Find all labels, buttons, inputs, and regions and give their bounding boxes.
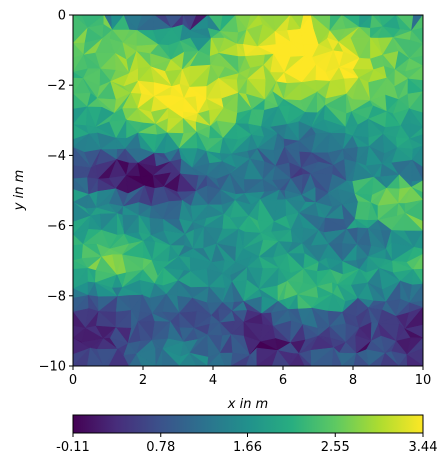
colorbar-ticks: -0.11 0.78 1.66 2.55 3.44 — [56, 433, 437, 455]
mesh-cell — [108, 348, 130, 366]
mesh-cell — [298, 353, 312, 366]
mesh-cell — [219, 353, 232, 366]
plot-frame — [72, 14, 424, 367]
x-tick-label: 4 — [209, 373, 217, 388]
mesh-cell — [406, 354, 423, 366]
mesh-cell — [380, 352, 400, 366]
x-tick-label: 8 — [349, 373, 357, 388]
mesh-cell — [353, 352, 370, 366]
mesh-cell — [189, 352, 209, 366]
x-axis-ticks: 0 2 4 6 8 10 — [69, 366, 431, 388]
x-tick-label: 0 — [69, 373, 77, 388]
colorbar-tick-label: 3.44 — [409, 440, 438, 455]
y-tick-label: −6 — [47, 219, 66, 234]
y-tick-label: −10 — [39, 360, 66, 375]
y-tick-label: −4 — [47, 149, 66, 164]
mesh-cell — [136, 353, 157, 366]
y-axis-label: y in m — [12, 170, 27, 211]
y-tick-label: −8 — [47, 289, 66, 304]
mesh-cell — [162, 348, 180, 366]
y-axis-ticks: 0 −2 −4 −6 −8 −10 — [39, 9, 73, 375]
mesh-cell — [271, 349, 290, 366]
x-tick-label: 6 — [279, 373, 287, 388]
colorbar-tick-label: 1.66 — [233, 440, 262, 455]
colorbar-tick-label: -0.11 — [56, 440, 90, 455]
y-tick-label: −2 — [47, 79, 66, 94]
heatmap-mesh — [73, 15, 423, 366]
colorbar-tick-label: 0.78 — [146, 440, 175, 455]
colorbar — [72, 414, 424, 434]
x-axis-label: x in m — [227, 397, 268, 412]
x-tick-label: 2 — [139, 373, 147, 388]
y-tick-label: 0 — [58, 9, 66, 24]
x-tick-label: 10 — [415, 373, 432, 388]
mesh-cell — [86, 347, 104, 366]
mesh-cell — [245, 354, 258, 366]
colorbar-tick-label: 2.55 — [321, 440, 350, 455]
mesh-cell — [332, 347, 343, 366]
